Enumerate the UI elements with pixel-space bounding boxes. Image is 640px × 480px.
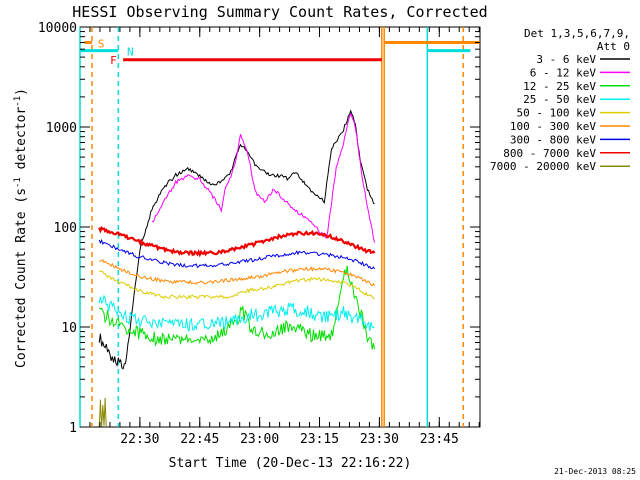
series-line xyxy=(151,112,376,243)
x-tick-label: 23:00 xyxy=(240,432,279,447)
plot-area xyxy=(79,26,481,428)
x-axis-label: Start Time (20-Dec-13 22:16:22) xyxy=(169,456,412,471)
series-line xyxy=(98,269,375,300)
flag-label: N xyxy=(127,46,134,59)
series-line xyxy=(98,294,375,332)
legend-entry-label: 300 - 800 keV xyxy=(510,133,596,146)
flag-label: F xyxy=(110,54,117,67)
legend-entry-label: 800 - 7000 keV xyxy=(503,147,596,160)
x-tick-label: 23:30 xyxy=(360,432,399,447)
flag-bars: S NF xyxy=(80,37,480,67)
legend-entry-label: 12 - 25 keV xyxy=(523,80,596,93)
time-markers xyxy=(79,27,464,427)
y-tick-label: 100 xyxy=(54,221,77,236)
series-line xyxy=(98,226,376,258)
legend-entry-label: 3 - 6 keV xyxy=(536,53,596,66)
legend-entry-label: 7000 - 20000 keV xyxy=(490,160,596,173)
axis-ticks: 1 10 100 1000 10000 22:30 22:45 23:00 23:15 23:30… xyxy=(38,21,480,447)
y-axis-label: Corrected Count Rate (s-1 detector-1) xyxy=(13,88,29,368)
y-tick-label: 1000 xyxy=(46,121,77,136)
chart-title: HESSI Observing Summary Count Rates, Cor… xyxy=(72,3,487,21)
timestamp: 21-Dec-2013 08:25 xyxy=(554,467,636,476)
series-line xyxy=(98,397,107,428)
y-tick-label: 1 xyxy=(69,421,77,436)
legend-entry-label: 25 - 50 keV xyxy=(523,93,596,106)
legend-entry-label: 50 - 100 keV xyxy=(517,107,597,120)
series-line xyxy=(98,238,376,270)
series-line xyxy=(99,258,376,287)
legend-header-attenuator: Att 0 xyxy=(597,40,630,53)
legend-entry-label: 6 - 12 keV xyxy=(530,66,597,79)
x-tick-label: 22:30 xyxy=(120,432,159,447)
y-tick-label: 10000 xyxy=(38,21,77,36)
x-tick-label: 22:45 xyxy=(180,432,219,447)
x-tick-label: 23:15 xyxy=(300,432,339,447)
x-tick-label: 23:45 xyxy=(420,432,459,447)
series-group xyxy=(98,109,376,428)
flag-label: S xyxy=(98,37,105,50)
plot-frame xyxy=(79,26,481,428)
legend-entry-label: 100 - 300 keV xyxy=(510,120,596,133)
legend-header-detectors: Det 1,3,5,6,7,9, xyxy=(524,27,630,40)
y-tick-label: 10 xyxy=(61,321,77,336)
